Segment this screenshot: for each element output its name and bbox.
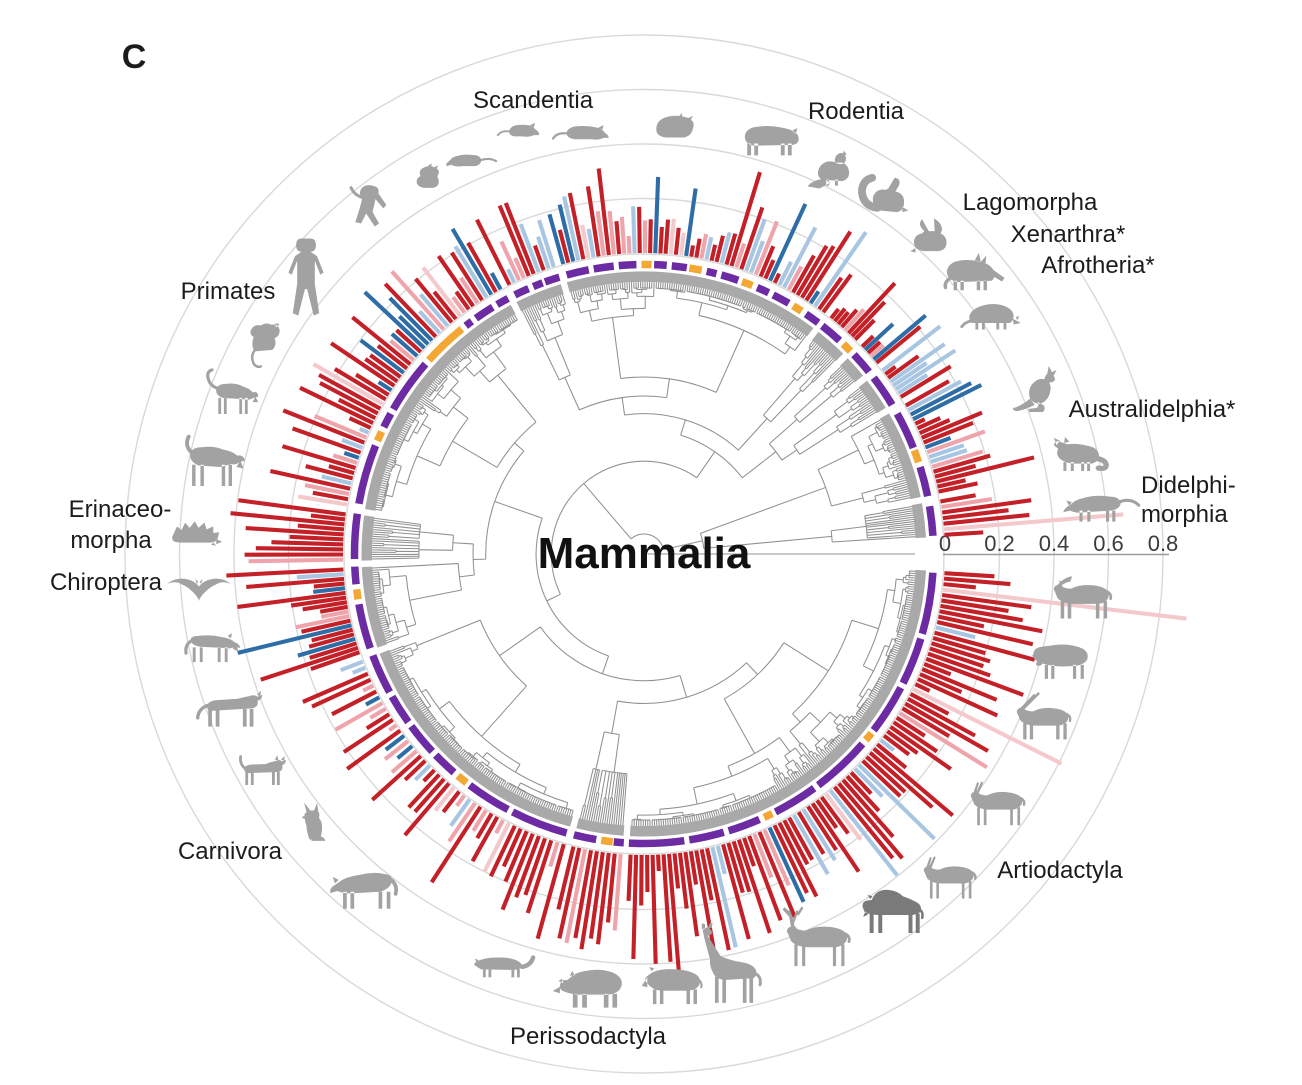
svg-text:Afrotheria*: Afrotheria* — [1041, 252, 1154, 279]
svg-text:Erinaceo-: Erinaceo- — [69, 496, 172, 523]
svg-text:0.4: 0.4 — [1039, 531, 1070, 556]
svg-text:Carnivora: Carnivora — [178, 838, 283, 865]
svg-text:morphia: morphia — [1141, 501, 1228, 528]
svg-text:Artiodactyla: Artiodactyla — [997, 857, 1123, 884]
svg-text:Chiroptera: Chiroptera — [50, 569, 163, 596]
svg-text:Xenarthra*: Xenarthra* — [1011, 221, 1126, 248]
svg-text:Scandentia: Scandentia — [473, 87, 594, 114]
svg-text:Perissodactyla: Perissodactyla — [510, 1023, 667, 1050]
svg-text:Australidelphia*: Australidelphia* — [1069, 396, 1236, 423]
svg-text:C: C — [122, 38, 147, 76]
svg-text:0.8: 0.8 — [1148, 531, 1179, 556]
svg-text:Lagomorpha: Lagomorpha — [963, 189, 1098, 216]
svg-text:0: 0 — [939, 531, 951, 556]
svg-text:Didelphi-: Didelphi- — [1141, 472, 1236, 499]
svg-text:Primates: Primates — [181, 278, 276, 305]
svg-text:Mammalia: Mammalia — [538, 529, 751, 578]
svg-text:Rodentia: Rodentia — [808, 98, 905, 125]
svg-text:morpha: morpha — [70, 527, 152, 554]
svg-text:0.2: 0.2 — [984, 531, 1015, 556]
svg-text:0.6: 0.6 — [1093, 531, 1124, 556]
